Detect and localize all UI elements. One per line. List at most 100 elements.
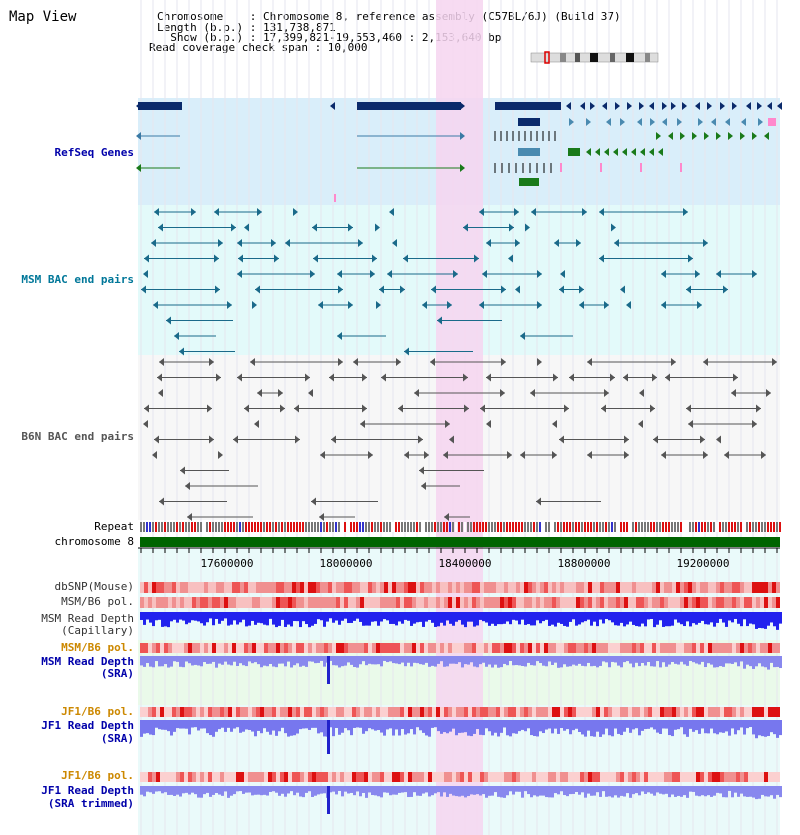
depth-bar bbox=[758, 786, 761, 799]
depth-bar bbox=[455, 656, 458, 664]
heatmap-cell bbox=[352, 597, 356, 608]
chromosome-ideogram[interactable] bbox=[530, 51, 659, 64]
depth-bar bbox=[497, 656, 500, 668]
depth-bar bbox=[158, 786, 161, 792]
repeat-element bbox=[473, 522, 475, 532]
depth-bar bbox=[395, 656, 398, 664]
depth-bar bbox=[227, 656, 230, 665]
chromosome-bar[interactable] bbox=[140, 537, 780, 547]
depth-bar bbox=[305, 656, 308, 667]
refseq-genes-features[interactable] bbox=[136, 102, 782, 202]
heatmap-cell bbox=[408, 582, 412, 593]
depth-bar bbox=[473, 720, 476, 734]
heatmap-cell bbox=[740, 772, 744, 782]
strand-arrow bbox=[602, 102, 607, 110]
depth-bar bbox=[431, 786, 434, 796]
depth-bar bbox=[761, 656, 764, 667]
depth-bar bbox=[359, 656, 362, 665]
heatmap-cell bbox=[376, 643, 380, 653]
heatmap-cell bbox=[524, 582, 528, 593]
depth-bar bbox=[530, 612, 533, 626]
b6n-bac-features[interactable] bbox=[143, 358, 777, 521]
bac-end-arrow bbox=[700, 435, 705, 444]
read-depth-histograms[interactable] bbox=[140, 612, 782, 814]
depth-bar bbox=[545, 612, 548, 620]
depth-bar bbox=[155, 720, 158, 728]
depth-bar bbox=[617, 786, 620, 798]
repeat-element bbox=[398, 522, 400, 532]
heatmap-cell bbox=[268, 597, 272, 608]
polymorphism-heatmaps[interactable] bbox=[140, 582, 780, 782]
heatmap-cell bbox=[468, 597, 472, 608]
depth-bar bbox=[605, 786, 608, 797]
depth-bar bbox=[458, 786, 461, 797]
heatmap-cell bbox=[284, 597, 288, 608]
depth-bar bbox=[626, 786, 629, 794]
depth-bar bbox=[416, 786, 419, 796]
bac-end-arrow bbox=[463, 373, 468, 382]
heatmap-cell bbox=[652, 597, 656, 608]
depth-bar bbox=[491, 786, 494, 796]
depth-bar bbox=[269, 656, 272, 664]
heatmap-cell bbox=[300, 707, 304, 717]
depth-bar bbox=[287, 786, 290, 794]
heatmap-cell bbox=[464, 582, 468, 593]
bac-end-arrow bbox=[278, 389, 283, 397]
depth-bar bbox=[686, 786, 689, 798]
heatmap-cell bbox=[480, 772, 484, 782]
depth-bar bbox=[626, 612, 629, 625]
heatmap-cell bbox=[448, 707, 452, 717]
depth-bar bbox=[335, 786, 338, 795]
heatmap-cell bbox=[584, 643, 588, 653]
heatmap-cell bbox=[696, 643, 700, 653]
repeat-element bbox=[362, 522, 364, 532]
refseq-track-label[interactable]: RefSeq Genes bbox=[54, 146, 134, 159]
repeat-element bbox=[686, 522, 688, 532]
depth-bar bbox=[677, 786, 680, 796]
depth-bar bbox=[698, 612, 701, 623]
heatmap-cell bbox=[160, 772, 164, 782]
repeat-element bbox=[560, 522, 562, 532]
strand-arrow bbox=[728, 132, 733, 140]
bac-end-arrow bbox=[348, 301, 353, 309]
heatmap-cell bbox=[692, 772, 696, 782]
heatmap-cell bbox=[516, 772, 520, 782]
repeat-element bbox=[380, 522, 382, 532]
depth-bar bbox=[365, 656, 368, 666]
heatmap-cell bbox=[452, 707, 456, 717]
depth-bar bbox=[731, 720, 734, 729]
bac-end-arrow bbox=[209, 435, 214, 444]
heatmap-cell bbox=[524, 707, 528, 717]
msm-bac-features[interactable] bbox=[141, 208, 757, 356]
heatmap-cell bbox=[540, 643, 544, 653]
repeat-track[interactable] bbox=[140, 522, 781, 532]
strand-arrow bbox=[580, 102, 585, 110]
repeat-element bbox=[191, 522, 193, 532]
depth-bar bbox=[683, 612, 686, 627]
depth-bar bbox=[461, 612, 464, 625]
heatmap-cell bbox=[688, 772, 692, 782]
heatmap-cell bbox=[220, 707, 224, 717]
bac-end-arrow bbox=[143, 270, 148, 278]
heatmap-cell bbox=[432, 582, 436, 593]
heatmap-cell bbox=[204, 582, 208, 593]
depth-bar bbox=[689, 786, 692, 792]
strand-arrow bbox=[460, 164, 465, 172]
depth-bar bbox=[221, 720, 224, 728]
repeat-element bbox=[647, 522, 649, 532]
heatmap-cell bbox=[464, 597, 468, 608]
heatmap-cell bbox=[660, 643, 664, 653]
depth-bar bbox=[596, 786, 599, 793]
repeat-element bbox=[293, 522, 295, 532]
repeat-element bbox=[278, 522, 280, 532]
msm-bac-track-label[interactable]: MSM BAC end pairs bbox=[21, 273, 134, 286]
heatmap-cell bbox=[744, 597, 748, 608]
b6n-bac-track-label[interactable]: B6N BAC end pairs bbox=[21, 430, 134, 443]
depth-bar bbox=[734, 656, 737, 663]
bac-end-arrow bbox=[599, 254, 604, 263]
depth-bar bbox=[719, 612, 722, 619]
depth-bar bbox=[230, 720, 233, 732]
depth-bar bbox=[599, 720, 602, 737]
heatmap-cell bbox=[224, 643, 228, 653]
